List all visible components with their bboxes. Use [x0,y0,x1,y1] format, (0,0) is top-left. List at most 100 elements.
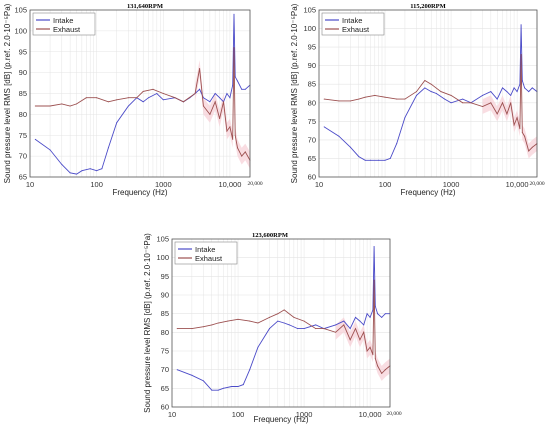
data-point-intake [116,122,118,124]
data-point-exhaust [350,100,351,102]
data-point-intake [496,98,498,100]
x-tick-label-extra: 20,000 [529,181,544,187]
data-point-exhaust [516,117,518,119]
data-point-exhaust [174,97,176,99]
data-point-intake [416,94,417,96]
data-point-exhaust [482,106,484,107]
data-point-intake [269,328,270,330]
data-point-exhaust [359,339,361,341]
data-point-intake [315,324,317,326]
data-point-intake [343,320,345,322]
x-tick-label: 1000 [155,180,172,189]
y-tick-label: 105 [156,235,169,244]
legend-label-intake: Intake [53,16,73,25]
data-point-exhaust [315,328,317,330]
y-tick-label: 90 [308,61,316,70]
data-point-intake [162,99,164,101]
data-point-exhaust [524,135,526,137]
y-tick-label: 85 [161,309,169,318]
data-point-intake [462,98,464,100]
data-point-exhaust [232,138,234,140]
data-point-exhaust [194,93,196,94]
series-line-intake [177,246,390,391]
data-point-exhaust [506,113,508,115]
data-point-exhaust [404,98,406,100]
data-point-intake [521,80,523,81]
data-point-intake [199,88,201,90]
data-point-intake [513,87,515,89]
y-tick-label: 60 [308,173,316,182]
y-tick-label: 70 [161,365,169,374]
data-point-intake [176,369,178,371]
data-point-exhaust [366,350,368,352]
y-tick-label: 80 [19,110,27,119]
y-tick-label: 75 [308,117,316,126]
x-tick-label: 10,000 [359,410,382,419]
data-point-exhaust [372,354,374,356]
data-point-exhaust [233,47,235,49]
data-point-exhaust [496,113,498,115]
data-point-intake [520,24,522,26]
data-point-intake [516,91,518,93]
legend-label-exhaust: Exhaust [195,254,223,263]
data-point-exhaust [349,339,351,341]
data-point-exhaust [209,113,211,115]
y-tick-label: 70 [308,135,316,144]
data-point-intake [81,170,83,172]
data-point-intake [359,320,361,322]
data-point-exhaust [531,146,533,148]
data-point-exhaust [127,97,129,99]
data-point-exhaust [257,322,259,324]
legend-label-exhaust: Exhaust [342,25,370,34]
y-axis-label: Sound pressure level RMS [dB] (p.ref. 2.… [290,3,299,183]
plot-area [319,10,537,177]
data-point-exhaust [34,105,36,107]
x-tick-label: 1000 [296,410,313,419]
y-tick-label: 65 [308,154,316,163]
data-point-intake [34,138,36,140]
data-point-exhaust [424,80,426,81]
data-point-intake [222,387,224,389]
x-tick-label: 10,000 [218,180,241,189]
data-point-intake [101,168,103,170]
y-tick-label: 75 [161,347,169,356]
exhaust-variance-band [335,272,390,381]
data-point-exhaust [211,324,213,326]
data-point-intake [237,80,238,82]
data-point-exhaust [490,102,492,104]
data-point-exhaust [176,328,178,330]
x-tick-label: 10 [315,180,323,189]
data-point-exhaust [76,103,78,105]
data-point-intake [528,91,530,93]
data-point-intake [277,320,279,322]
data-point-exhaust [364,96,366,98]
x-tick-label-extra: 20,000 [386,411,401,417]
data-point-exhaust [343,324,345,326]
data-point-intake [369,316,371,318]
chart-title: 131,640RPM [127,3,163,10]
y-tick-label: 105 [303,6,316,15]
data-point-intake [384,313,386,315]
data-point-intake [89,168,91,170]
data-point-exhaust [528,150,530,152]
axes-frame [29,9,251,178]
data-point-intake [372,309,374,311]
data-point-exhaust [369,346,371,348]
data-point-exhaust [323,328,325,330]
chart-title: 123,600RPM [252,232,288,239]
data-point-exhaust [358,98,360,100]
y-tick-label: 105 [14,6,27,15]
x-tick-label-extra: 20,000 [247,181,262,187]
data-point-intake [156,93,158,94]
data-point-intake [242,384,244,386]
plot-area [172,239,390,407]
data-point-intake [233,13,235,15]
data-point-exhaust [199,68,201,69]
data-point-exhaust [96,97,98,99]
data-point-intake [364,159,366,161]
data-point-intake [381,316,383,318]
data-point-intake [524,87,526,89]
y-tick-label: 95 [19,47,27,56]
